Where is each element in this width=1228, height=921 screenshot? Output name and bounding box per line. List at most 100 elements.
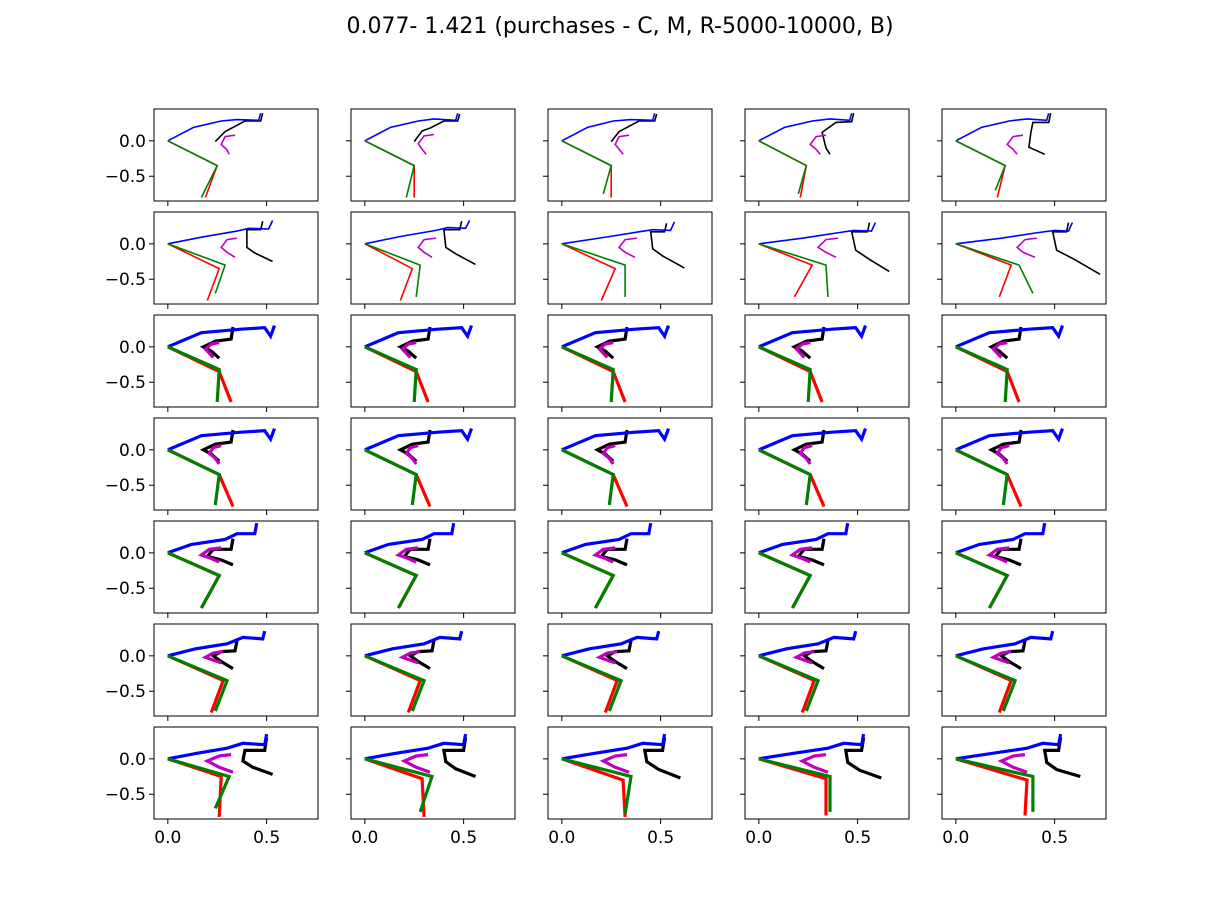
subplot-lines — [167, 325, 277, 403]
series-line-magenta — [1006, 134, 1024, 155]
series-line-green — [955, 345, 1009, 403]
series-line-green — [561, 243, 626, 297]
subplot-lines — [955, 428, 1065, 508]
x-tick-label: 0.0 — [942, 828, 969, 848]
subplot-frame — [547, 108, 713, 202]
series-line-red — [364, 448, 432, 508]
series-line-blue — [758, 112, 853, 142]
series-line-blue — [955, 733, 1063, 761]
y-tick-label: 0.0 — [119, 338, 146, 358]
subplot-lines — [955, 630, 1055, 714]
series-line-magenta — [985, 546, 1010, 564]
series-line-green — [955, 243, 1034, 294]
x-tick-label: 0.0 — [548, 828, 575, 848]
subplot-lines — [364, 428, 474, 508]
series-line-red — [167, 551, 222, 609]
series-line-red — [561, 654, 620, 714]
subplot-r2-c4 — [740, 211, 910, 309]
subplot-r5-c2 — [346, 520, 516, 618]
series-line-black — [795, 538, 826, 567]
series-line-red — [955, 243, 1013, 298]
series-line-black — [401, 538, 432, 567]
subplot-frame — [547, 623, 713, 717]
series-line-blue — [955, 630, 1055, 658]
subplot-lines — [364, 522, 456, 609]
series-line-red — [758, 654, 817, 714]
subplot-r1-c2 — [346, 108, 516, 206]
series-line-blue — [561, 112, 656, 142]
series-line-magenta — [816, 237, 838, 259]
series-line-black — [992, 538, 1023, 567]
subplot-frame — [350, 520, 516, 614]
subplot-r2-c2 — [346, 211, 516, 309]
series-line-green — [364, 140, 416, 198]
subplot-lines — [561, 325, 671, 403]
series-line-black — [442, 737, 477, 778]
subplot-r5-c5 — [937, 520, 1107, 618]
series-line-magenta — [794, 341, 811, 359]
series-line-green — [955, 140, 1007, 191]
subplot-lines — [167, 522, 259, 609]
series-line-green — [561, 757, 633, 815]
y-tick-label: 0.0 — [119, 235, 146, 255]
series-line-red — [167, 243, 221, 301]
series-line-blue — [167, 325, 277, 349]
series-line-green — [167, 243, 227, 294]
y-tick-label: −0.5 — [105, 785, 146, 805]
subplot-r7-c3: 0.0 0.5 — [543, 726, 713, 848]
series-line-red — [364, 654, 423, 714]
series-line-green — [955, 448, 1009, 506]
series-line-red — [561, 140, 613, 198]
subplot-frame — [744, 314, 910, 408]
y-tick-label: −0.5 — [105, 476, 146, 496]
subplot-r4-c1: 0.0 −0.5 — [105, 417, 319, 515]
x-tick-label: 0.5 — [450, 828, 477, 848]
subplot-r7-c4: 0.0 0.5 — [740, 726, 910, 848]
series-line-black — [241, 737, 274, 776]
series-line-blue — [167, 733, 269, 761]
series-line-blue — [364, 733, 468, 761]
series-line-green — [364, 448, 418, 506]
x-tick-label: 0.0 — [745, 828, 772, 848]
series-line-blue — [561, 221, 676, 245]
series-line-blue — [955, 112, 1050, 142]
subplot-lines — [364, 220, 476, 301]
series-line-magenta — [997, 753, 1028, 774]
series-line-blue — [167, 220, 274, 245]
series-line-red — [561, 757, 627, 817]
series-line-red — [955, 345, 1021, 403]
series-line-magenta — [203, 753, 234, 774]
subplot-frame — [941, 108, 1107, 202]
series-line-red — [758, 243, 814, 298]
subplot-frame — [350, 314, 516, 408]
series-line-green — [561, 654, 624, 712]
subplot-r1-c3 — [543, 108, 713, 206]
subplot-r4-c4 — [740, 417, 910, 515]
series-line-green — [561, 551, 616, 609]
subplot-lines — [758, 222, 890, 298]
subplot-lines — [758, 112, 855, 198]
subplot-r5-c3 — [543, 520, 713, 618]
series-line-red — [955, 551, 1010, 609]
series-line-blue — [561, 630, 661, 658]
series-line-green — [955, 757, 1035, 812]
subplot-r2-c1: 0.0 −0.5 — [105, 211, 319, 309]
subplot-r4-c5 — [937, 417, 1107, 515]
x-tick-label: 0.5 — [253, 828, 280, 848]
subplot-r3-c1: 0.0 −0.5 — [105, 314, 319, 412]
series-line-red — [955, 654, 1014, 714]
y-tick-label: −0.5 — [105, 167, 146, 187]
subplot-frame — [744, 417, 910, 511]
series-line-blue — [364, 325, 474, 349]
y-tick-label: −0.5 — [105, 579, 146, 599]
y-tick-label: −0.5 — [105, 270, 146, 290]
subplot-lines — [364, 325, 474, 403]
subplot-r5-c4 — [740, 520, 910, 618]
series-line-red — [561, 448, 629, 508]
subplot-frame — [941, 623, 1107, 717]
series-line-magenta — [404, 444, 419, 465]
subplot-frame — [547, 417, 713, 511]
series-line-green — [955, 551, 1010, 609]
series-line-magenta — [417, 237, 437, 258]
series-line-blue — [758, 428, 868, 452]
